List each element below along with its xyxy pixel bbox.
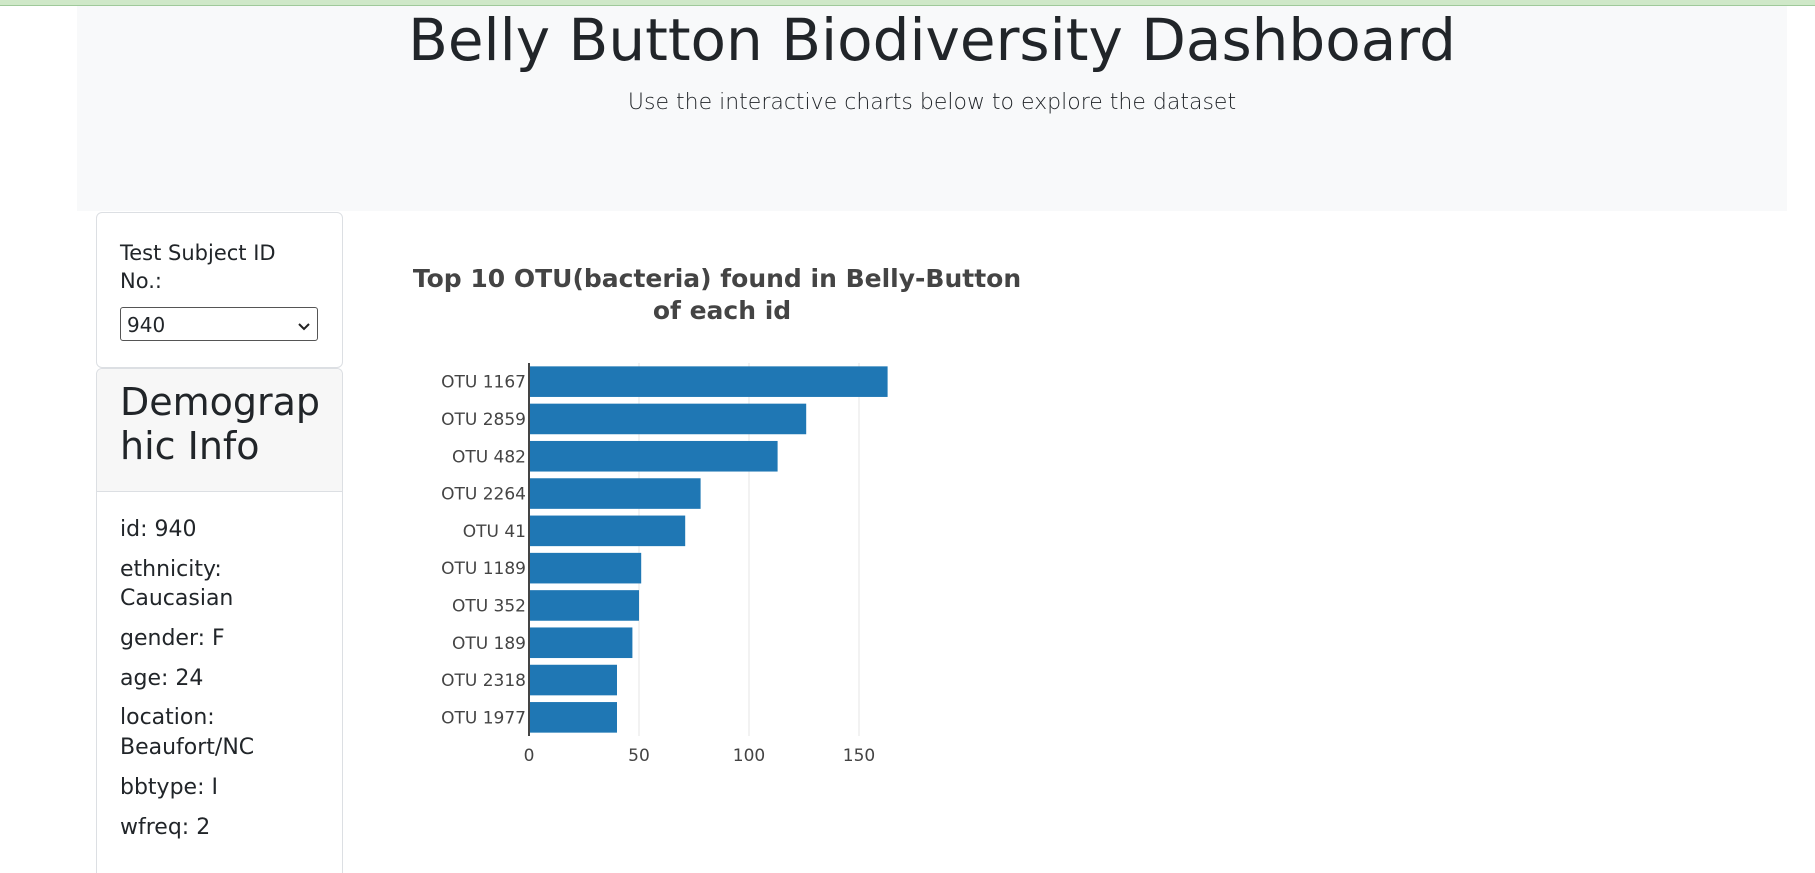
browser-top-strip [0,0,1815,6]
demographic-info-list: id: 940 ethnicity: Caucasian gender: F a… [120,515,325,852]
y-tick-label: OTU 189 [452,634,526,654]
y-tick-label: OTU 482 [452,447,526,467]
bar-otu-2859 [529,403,807,435]
top10-otu-bar-chart: Top 10 OTU(bacteria) found in Belly-Butt… [380,250,1080,790]
demographic-item-wfreq: wfreq: 2 [120,814,211,840]
x-tick-label: 150 [843,746,875,766]
subject-selector-card: Test Subject ID No.: 940 [96,212,343,368]
y-tick-label: OTU 41 [463,522,526,542]
demographic-item-location: location: Beaufort/NC [120,705,255,761]
y-tick-label: OTU 1977 [441,708,526,728]
x-tick-label: 50 [628,746,650,766]
chart-title-line-2: of each id [653,296,791,325]
bar-chart-svg: Top 10 OTU(bacteria) found in Belly-Butt… [413,264,1021,766]
demographic-info-card: Demographic Info id: 940 ethnicity: Cauc… [96,368,343,873]
chevron-down-icon [297,317,311,336]
bar-otu-352 [529,590,639,621]
jumbotron-header: Belly Button Biodiversity Dashboard Use … [77,6,1787,211]
bar-otu-1977 [529,702,617,733]
demographic-item-gender: gender: F [120,626,225,652]
subject-id-dropdown[interactable]: 940 [120,307,318,341]
bar-otu-1189 [529,552,642,584]
y-tick-label: OTU 352 [452,596,526,616]
demographic-info-title: Demographic Info [120,380,321,468]
subject-id-selected-value: 940 [127,313,166,337]
bar-otu-2318 [529,664,617,696]
demographic-info-header: Demographic Info [97,369,342,492]
page-title: Belly Button Biodiversity Dashboard [408,6,1456,74]
demographic-item-ethnicity: ethnicity: Caucasian [120,556,234,612]
y-tick-label: OTU 2264 [441,485,526,505]
bar-otu-1167 [529,366,888,397]
x-tick-label: 0 [524,746,535,766]
demographic-item-bbtype: bbtype: I [120,774,218,800]
x-tick-label: 100 [733,746,765,766]
bar-otu-482 [529,440,778,472]
chart-title-line-1: Top 10 OTU(bacteria) found in Belly-Butt… [413,264,1021,293]
y-tick-label: OTU 1167 [441,373,526,393]
y-tick-label: OTU 2318 [441,671,526,691]
page-subtitle: Use the interactive charts below to expl… [627,90,1237,115]
demographic-item-age: age: 24 [120,665,204,691]
y-tick-label: OTU 2859 [441,410,526,430]
bar-otu-2264 [529,478,701,509]
y-tick-label: OTU 1189 [441,559,526,579]
subject-id-label: Test Subject ID No.: [120,241,276,294]
demographic-item-id: id: 940 [120,517,197,542]
bar-otu-189 [529,627,633,659]
bar-otu-41 [529,515,686,547]
